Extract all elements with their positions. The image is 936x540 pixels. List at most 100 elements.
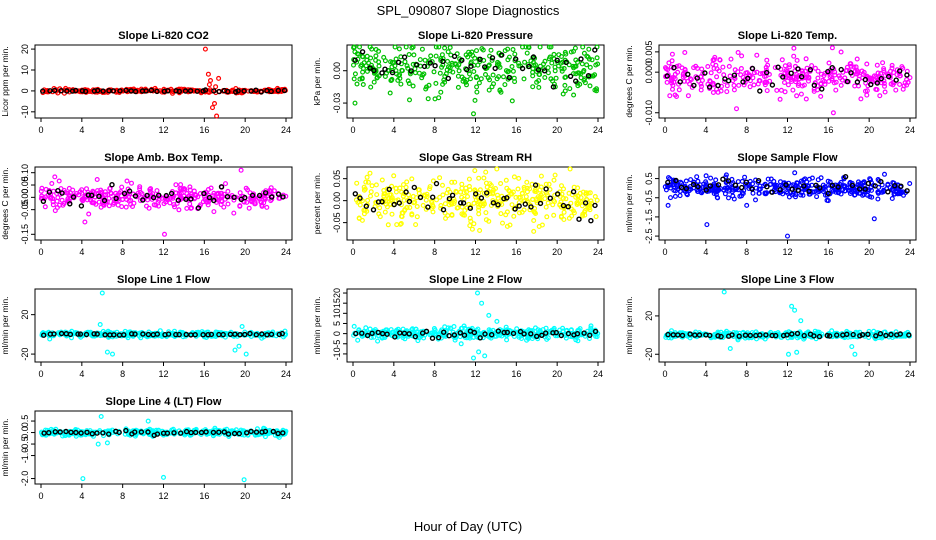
data-point bbox=[872, 336, 878, 342]
mean-point bbox=[801, 332, 807, 339]
data-point bbox=[505, 57, 511, 63]
data-point bbox=[376, 73, 382, 79]
mean-point bbox=[55, 187, 61, 194]
mean-point bbox=[560, 202, 567, 209]
mean-point bbox=[359, 49, 366, 55]
black-series bbox=[665, 330, 912, 340]
panel-6: Slope Sample Flow ml/min per min. 0 4 8 12 16 2… bbox=[624, 152, 917, 257]
data-point bbox=[666, 60, 672, 66]
data-point bbox=[573, 63, 579, 69]
mean-point bbox=[165, 88, 171, 94]
mean-point bbox=[747, 332, 753, 339]
data-point bbox=[438, 89, 444, 95]
data-point bbox=[838, 49, 844, 55]
data-point bbox=[431, 69, 437, 75]
data-point bbox=[546, 181, 552, 187]
data-point bbox=[575, 185, 581, 191]
data-point bbox=[694, 174, 700, 180]
mean-point bbox=[364, 332, 371, 339]
data-point bbox=[364, 53, 370, 59]
mean-point bbox=[510, 330, 517, 337]
mean-point bbox=[451, 332, 458, 338]
data-point bbox=[739, 190, 745, 196]
data-point bbox=[668, 64, 674, 70]
mean-point bbox=[389, 69, 396, 76]
data-point bbox=[588, 198, 594, 204]
mean-point bbox=[154, 331, 161, 337]
mean-point bbox=[414, 62, 420, 68]
data-point bbox=[480, 47, 486, 53]
mean-point bbox=[68, 429, 74, 435]
mean-point bbox=[576, 216, 582, 222]
mean-point bbox=[769, 82, 776, 88]
data-point bbox=[844, 67, 850, 73]
data-point bbox=[724, 83, 730, 89]
mean-point bbox=[94, 430, 100, 436]
data-point bbox=[388, 327, 394, 333]
mean-point bbox=[904, 72, 910, 78]
data-point bbox=[503, 324, 509, 330]
mean-point bbox=[692, 332, 698, 338]
data-point bbox=[764, 79, 770, 85]
data-point bbox=[735, 179, 741, 185]
data-point bbox=[782, 89, 788, 95]
data-point bbox=[856, 190, 862, 196]
mean-point bbox=[725, 77, 732, 84]
outlier-point bbox=[784, 233, 790, 239]
data-point bbox=[176, 190, 182, 196]
mean-point bbox=[849, 182, 856, 189]
mean-point bbox=[592, 47, 598, 53]
data-point bbox=[763, 64, 769, 70]
data-point bbox=[433, 53, 439, 59]
data-point bbox=[754, 52, 760, 58]
mean-point bbox=[275, 430, 281, 437]
data-point bbox=[521, 76, 527, 82]
data-point bbox=[768, 181, 774, 187]
y-axis-label: degrees C per min. bbox=[624, 45, 634, 117]
data-point bbox=[519, 191, 525, 197]
mean-point bbox=[872, 183, 878, 189]
data-point bbox=[430, 202, 436, 208]
data-point bbox=[259, 203, 265, 209]
data-point bbox=[42, 204, 48, 210]
data-point bbox=[570, 48, 576, 54]
data-point bbox=[211, 209, 217, 215]
data-point bbox=[476, 211, 482, 217]
outlier-point bbox=[376, 48, 382, 54]
data-point bbox=[103, 192, 109, 198]
data-point bbox=[664, 79, 670, 85]
data-point bbox=[442, 201, 448, 207]
data-point bbox=[575, 193, 581, 199]
outlier-point bbox=[665, 202, 671, 208]
data-point bbox=[407, 71, 413, 77]
mean-point bbox=[473, 191, 479, 197]
data-point bbox=[403, 44, 409, 50]
outlier-point bbox=[852, 351, 858, 357]
mean-point bbox=[565, 203, 571, 210]
x-tick-label: 20 bbox=[240, 125, 250, 135]
y-tick-label: -0.03 bbox=[332, 93, 342, 114]
data-point bbox=[681, 78, 687, 84]
data-point bbox=[534, 79, 540, 85]
data-point bbox=[488, 47, 494, 53]
data-point bbox=[677, 193, 683, 199]
data-point bbox=[491, 187, 497, 193]
mean-point bbox=[764, 69, 770, 76]
data-point bbox=[444, 67, 450, 73]
data-point bbox=[881, 66, 887, 72]
data-point bbox=[502, 82, 508, 88]
data-point bbox=[357, 44, 363, 50]
data-point bbox=[106, 203, 112, 209]
data-point bbox=[374, 192, 380, 198]
x-tick-label: 20 bbox=[240, 491, 250, 501]
outlier-point bbox=[202, 46, 208, 52]
data-point bbox=[786, 62, 792, 68]
data-point bbox=[225, 201, 231, 207]
data-point bbox=[56, 331, 62, 337]
mean-point bbox=[827, 333, 833, 339]
mean-point bbox=[211, 88, 217, 94]
data-point bbox=[442, 45, 448, 51]
data-point bbox=[404, 63, 410, 69]
data-point bbox=[359, 217, 365, 223]
data-point bbox=[368, 193, 374, 199]
